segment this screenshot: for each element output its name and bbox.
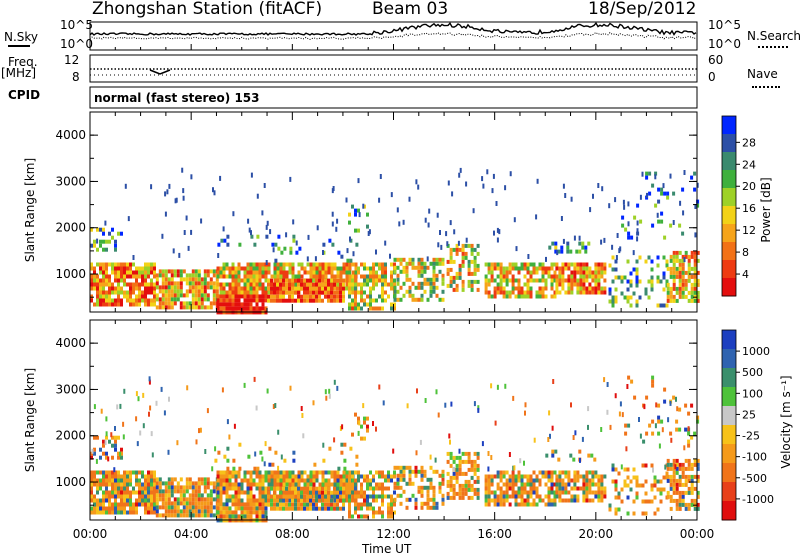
nave-tick-0: 0: [708, 70, 716, 84]
velocity-ylabel: Slant Range [km]: [23, 367, 37, 473]
nsearch-label: N.Search: [747, 29, 800, 43]
velocity-colorbar-swatch: [722, 501, 736, 521]
ytick-label: 2000: [55, 429, 86, 443]
colorbar-tick-label: 16: [742, 202, 756, 215]
xtick-label: 16:00: [477, 527, 512, 541]
colorbar-tick-label: 20: [742, 180, 756, 193]
power-ylabel: Slant Range [km]: [23, 157, 37, 263]
ytick-label: 2000: [55, 221, 86, 235]
noise-tick-low-right: 10^0: [708, 37, 741, 51]
power-colorbar-swatch: [722, 134, 736, 153]
xtick-label: 08:00: [275, 527, 310, 541]
velocity-colorbar-swatch: [722, 463, 736, 483]
velocity-colorbar-swatch: [722, 444, 736, 464]
velocity-colorbar-swatch: [722, 368, 736, 388]
velocity-colorbar-swatch: [722, 330, 736, 350]
xtick-label: 04:00: [174, 527, 209, 541]
freq-tick-12: 12: [64, 53, 80, 67]
cpid-label: CPID: [8, 88, 41, 102]
colorbar-tick-label: -25: [742, 430, 760, 443]
colorbar-tick-label: 8: [742, 246, 749, 259]
power-colorbar-swatch: [722, 260, 736, 279]
velocity-colorbar-label: Velocity [m s⁻¹]: [779, 375, 793, 469]
date-title: 18/Sep/2012: [588, 0, 697, 19]
freq-label: Freq.: [8, 55, 38, 69]
noise-search-series: [89, 31, 697, 40]
xtick-label: 00:00: [680, 527, 715, 541]
ytick-label: 1000: [55, 475, 86, 489]
colorbar-tick-label: 100: [742, 387, 763, 400]
colorbar-tick-label: 25: [742, 408, 756, 421]
ytick-label: 1000: [55, 267, 86, 281]
velocity-colorbar-swatch: [722, 482, 736, 502]
nsky-line: [8, 45, 30, 47]
noise-tick-low-left: 10^0: [60, 37, 93, 51]
colorbar-tick-label: -500: [742, 472, 767, 485]
power-colorbar-swatch: [722, 224, 736, 243]
xtick-label: 20:00: [579, 527, 614, 541]
colorbar-tick-label: 24: [742, 158, 756, 171]
power-heatmap: [90, 167, 700, 315]
colorbar-frame: [721, 329, 737, 521]
cpid-text: normal (fast stereo) 153: [94, 91, 260, 105]
nave-tick-60: 60: [708, 53, 724, 67]
velocity-colorbar-swatch: [722, 425, 736, 445]
noise-tick-high-right: 10^5: [708, 18, 741, 32]
power-colorbar-swatch: [722, 188, 736, 207]
velocity-colorbar-swatch: [722, 349, 736, 369]
xtick-label: 12:00: [376, 527, 411, 541]
colorbar-tick-label: 12: [742, 224, 756, 237]
nsearch-line: [758, 46, 788, 48]
velocity-colorbar-swatch: [722, 387, 736, 407]
power-colorbar-swatch: [722, 170, 736, 189]
freq-unit-label: [MHz]: [1, 66, 37, 80]
velocity-colorbar-swatch: [722, 406, 736, 426]
nave-line: [752, 86, 780, 88]
colorbar-tick-label: 500: [742, 366, 763, 379]
xtick-label: 00:00: [73, 527, 108, 541]
x-axis-label: Time UT: [362, 542, 412, 556]
colorbar-tick-label: 4: [742, 268, 749, 281]
ytick-label: 3000: [55, 174, 86, 188]
noise-tick-high-left: 10^5: [60, 18, 93, 32]
power-colorbar-swatch: [722, 242, 736, 261]
colorbar-frame: [721, 115, 737, 297]
freq-tick-8: 8: [72, 70, 80, 84]
nsky-label: N.Sky: [4, 30, 39, 44]
ytick-label: 3000: [55, 382, 86, 396]
colorbar-tick-label: -1000: [742, 493, 774, 506]
beam-title: Beam 03: [372, 0, 449, 19]
nave-label: Nave: [747, 67, 778, 81]
velocity-heatmap: [90, 375, 700, 523]
ytick-label: 4000: [55, 336, 86, 350]
power-colorbar-swatch: [722, 152, 736, 171]
power-colorbar-swatch: [722, 116, 736, 135]
power-colorbar-swatch: [722, 278, 736, 297]
noise-sky-series: [89, 22, 697, 36]
power-colorbar-swatch: [722, 206, 736, 225]
nave-dip: [149, 69, 171, 75]
station-title: Zhongshan Station (fitACF): [92, 0, 323, 19]
colorbar-tick-label: -100: [742, 451, 767, 464]
colorbar-tick-label: 1000: [742, 345, 770, 358]
colorbar-tick-label: 28: [742, 136, 756, 149]
cpid-panel-frame: [89, 86, 698, 109]
ytick-label: 4000: [55, 128, 86, 142]
power-colorbar-label: Power [dB]: [759, 177, 773, 243]
